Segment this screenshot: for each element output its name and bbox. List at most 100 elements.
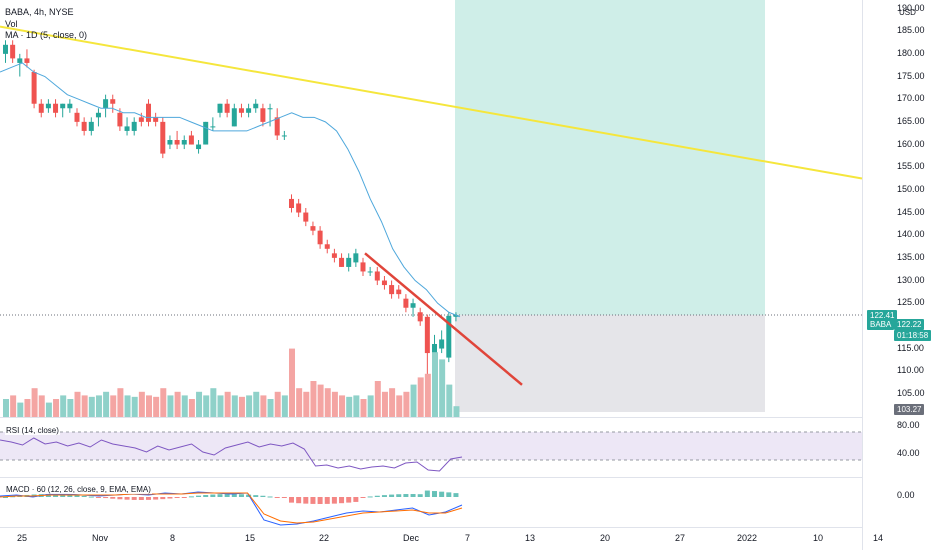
candle-body	[381, 280, 387, 286]
candle-body	[167, 140, 173, 145]
macd-histogram-bar	[103, 497, 109, 499]
volume-bar	[439, 359, 446, 417]
red-trendline	[364, 252, 523, 386]
macd-histogram-bar	[53, 494, 59, 497]
candle-body	[374, 271, 380, 281]
volume-bar	[74, 391, 81, 417]
candle-body	[95, 112, 101, 118]
time-tick: 7	[465, 533, 471, 543]
volume-bar	[267, 399, 274, 417]
time-tick: Dec	[403, 533, 420, 543]
volume-bar	[103, 391, 110, 417]
candle-body	[124, 126, 130, 131]
candle-body	[24, 58, 30, 63]
volume-bar	[317, 384, 324, 417]
candle-body	[67, 103, 73, 109]
price-tick: 125.00	[897, 297, 925, 308]
volume-bar	[45, 402, 52, 417]
candle-body	[360, 262, 366, 272]
macd-histogram-bar	[146, 497, 151, 500]
volume-bar	[353, 395, 360, 417]
candle-body	[81, 121, 87, 131]
candle-body	[60, 103, 66, 109]
time-tick: 13	[525, 533, 536, 543]
macd-histogram-bar	[432, 491, 437, 497]
volume-bar	[367, 395, 374, 417]
volume-bar	[10, 395, 17, 417]
candle-body	[224, 103, 230, 113]
volume-bar	[396, 395, 403, 417]
rsi-label: RSI (14, close)	[5, 426, 60, 435]
time-tick: 15	[245, 533, 256, 543]
candle-body	[310, 226, 316, 231]
volume-bar	[24, 399, 31, 417]
macd-histogram-bar	[74, 495, 80, 497]
macd-histogram-bar	[331, 497, 337, 504]
price-tick: 190.00	[897, 2, 925, 13]
macd-histogram-bar	[296, 497, 302, 504]
signal-line	[0, 492, 463, 524]
candle-body	[110, 99, 116, 104]
candle-body	[317, 230, 323, 245]
macd-histogram-bar	[238, 494, 244, 497]
macd-histogram-bar	[196, 495, 202, 497]
price-tick: 185.00	[897, 25, 925, 36]
candle-body	[253, 103, 259, 109]
volume-bar	[453, 406, 460, 417]
macd-histogram-bar	[403, 494, 409, 497]
macd-histogram-bar	[439, 491, 445, 497]
currency-label: USD	[899, 8, 916, 17]
volume-bar	[260, 395, 267, 417]
time-tick: 27	[675, 533, 686, 543]
macd-histogram-bar	[124, 497, 130, 500]
candle-body	[403, 298, 409, 308]
candle-body	[346, 257, 352, 267]
loss-zone	[455, 314, 765, 412]
volume-bar	[310, 381, 317, 417]
macd-histogram-bar	[324, 497, 330, 504]
volume-bar	[238, 396, 245, 417]
volume-bar	[60, 395, 67, 417]
rsi-band	[0, 432, 862, 460]
candle-body	[339, 257, 345, 267]
volume-bar	[324, 388, 331, 417]
macd-histogram-bar	[246, 494, 252, 497]
volume-bar	[253, 391, 260, 417]
macd-histogram-bar	[381, 495, 387, 497]
candle-body	[31, 72, 37, 104]
macd-histogram-bar	[224, 494, 230, 497]
candle-body	[281, 135, 287, 137]
macd-histogram-bar	[353, 497, 359, 502]
volume-bar	[153, 396, 160, 417]
volume-bar	[217, 395, 224, 417]
volume-bar	[110, 395, 117, 417]
volume-bar	[281, 395, 288, 417]
price-tick: 150.00	[897, 183, 925, 194]
time-tick: 22	[319, 533, 330, 543]
volume-bar	[381, 391, 388, 417]
candle-body	[17, 58, 23, 63]
candle-body	[38, 103, 44, 113]
price-tick: 145.00	[897, 206, 925, 217]
candle-body	[138, 117, 144, 122]
candle-body	[453, 314, 459, 317]
volume-bar	[417, 377, 424, 417]
candle-body	[45, 103, 51, 109]
volume-bar	[331, 391, 338, 417]
candle-body	[289, 198, 294, 208]
time-tick: 10	[813, 533, 824, 543]
macd-histogram-bar	[117, 497, 123, 500]
candle-body	[446, 315, 452, 358]
candle-body	[296, 203, 302, 213]
macd-histogram-bar	[360, 497, 366, 498]
volume-bar	[231, 395, 238, 417]
time-tick: 14	[873, 533, 884, 543]
time-tick: 25	[17, 533, 28, 543]
macd-histogram-bar	[10, 496, 16, 498]
macd-histogram-bar	[367, 496, 373, 498]
candle-body	[88, 121, 94, 131]
price-tick: 130.00	[897, 274, 925, 285]
candle-body	[131, 121, 137, 131]
volume-bar	[174, 391, 181, 417]
